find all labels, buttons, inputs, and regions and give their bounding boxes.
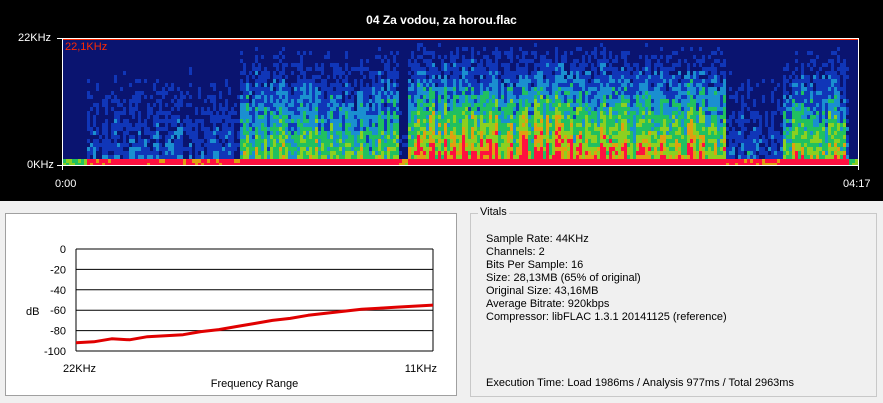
spectrogram-texture [63, 39, 858, 165]
spectrogram-y-max-label: 22KHz [18, 32, 52, 44]
vitals-bits-per-sample: Bits Per Sample: 16 [486, 259, 584, 271]
spectrogram-plot: 22,1KHz [62, 38, 859, 166]
frequency-chart-box: 0 -20 -40 -60 -80 -100 dB 22KHz 11KHz Frequency R… [5, 213, 457, 396]
vitals-execution-time: Execution Time: Load 1986ms / Analysis 9… [486, 377, 794, 389]
spectrogram-title: 04 Za vodou, za horou.flac [366, 13, 517, 27]
spectrogram-x-start-label: 0:00 [55, 178, 77, 190]
cutoff-line [63, 39, 858, 40]
vitals-average-bitrate: Average Bitrate: 920kbps [486, 298, 610, 310]
vitals-legend: Vitals [478, 206, 509, 218]
y-tick-bottom [57, 165, 62, 166]
series-line-0 [75, 303, 434, 345]
spectrogram-y-min-label: 0KHz [27, 159, 54, 171]
spectrogram-image [63, 39, 858, 165]
vitals-list: Sample Rate: 44KHz Channels: 2 Bits Per … [486, 233, 727, 324]
y-tick-label: -60 [50, 305, 66, 317]
vitals-channels: Channels: 2 [486, 246, 545, 258]
frequency-chart: 0 -20 -40 -60 -80 -100 dB 22KHz 11KHz Frequency R… [26, 244, 437, 390]
y-tick-label: -40 [50, 285, 66, 297]
x-axis-label: Frequency Range [211, 378, 298, 390]
spectrogram-x-end-label: 04:17 [843, 178, 871, 190]
spectrogram-panel: 04 Za vodou, za horou.flac 22KHz 0KHz 22… [0, 0, 883, 201]
y-tick-top [57, 38, 62, 39]
vitals-original-size: Original Size: 43,16MB [486, 285, 599, 297]
x-tick-label-start: 22KHz [63, 363, 96, 375]
x-tick-end [858, 166, 859, 170]
x-tick-label-end: 11KHz [405, 363, 437, 375]
x-tick-start [62, 166, 63, 170]
vitals-compressor: Compressor: libFLAC 1.3.1 20141125 (refe… [486, 311, 727, 323]
vitals-sample-rate: Sample Rate: 44KHz [486, 233, 589, 245]
vitals-group: Vitals Sample Rate: 44KHz Channels: 2 Bi… [470, 206, 877, 397]
y-tick-label: -80 [50, 326, 66, 338]
y-tick-label: -20 [50, 264, 66, 276]
cutoff-frequency-label: 22,1KHz [65, 41, 108, 53]
vitals-size: Size: 28,13MB (65% of original) [486, 272, 641, 284]
y-tick-label: -100 [44, 346, 66, 358]
y-tick-label: 0 [60, 244, 66, 256]
y-axis-label: dB [26, 306, 39, 318]
